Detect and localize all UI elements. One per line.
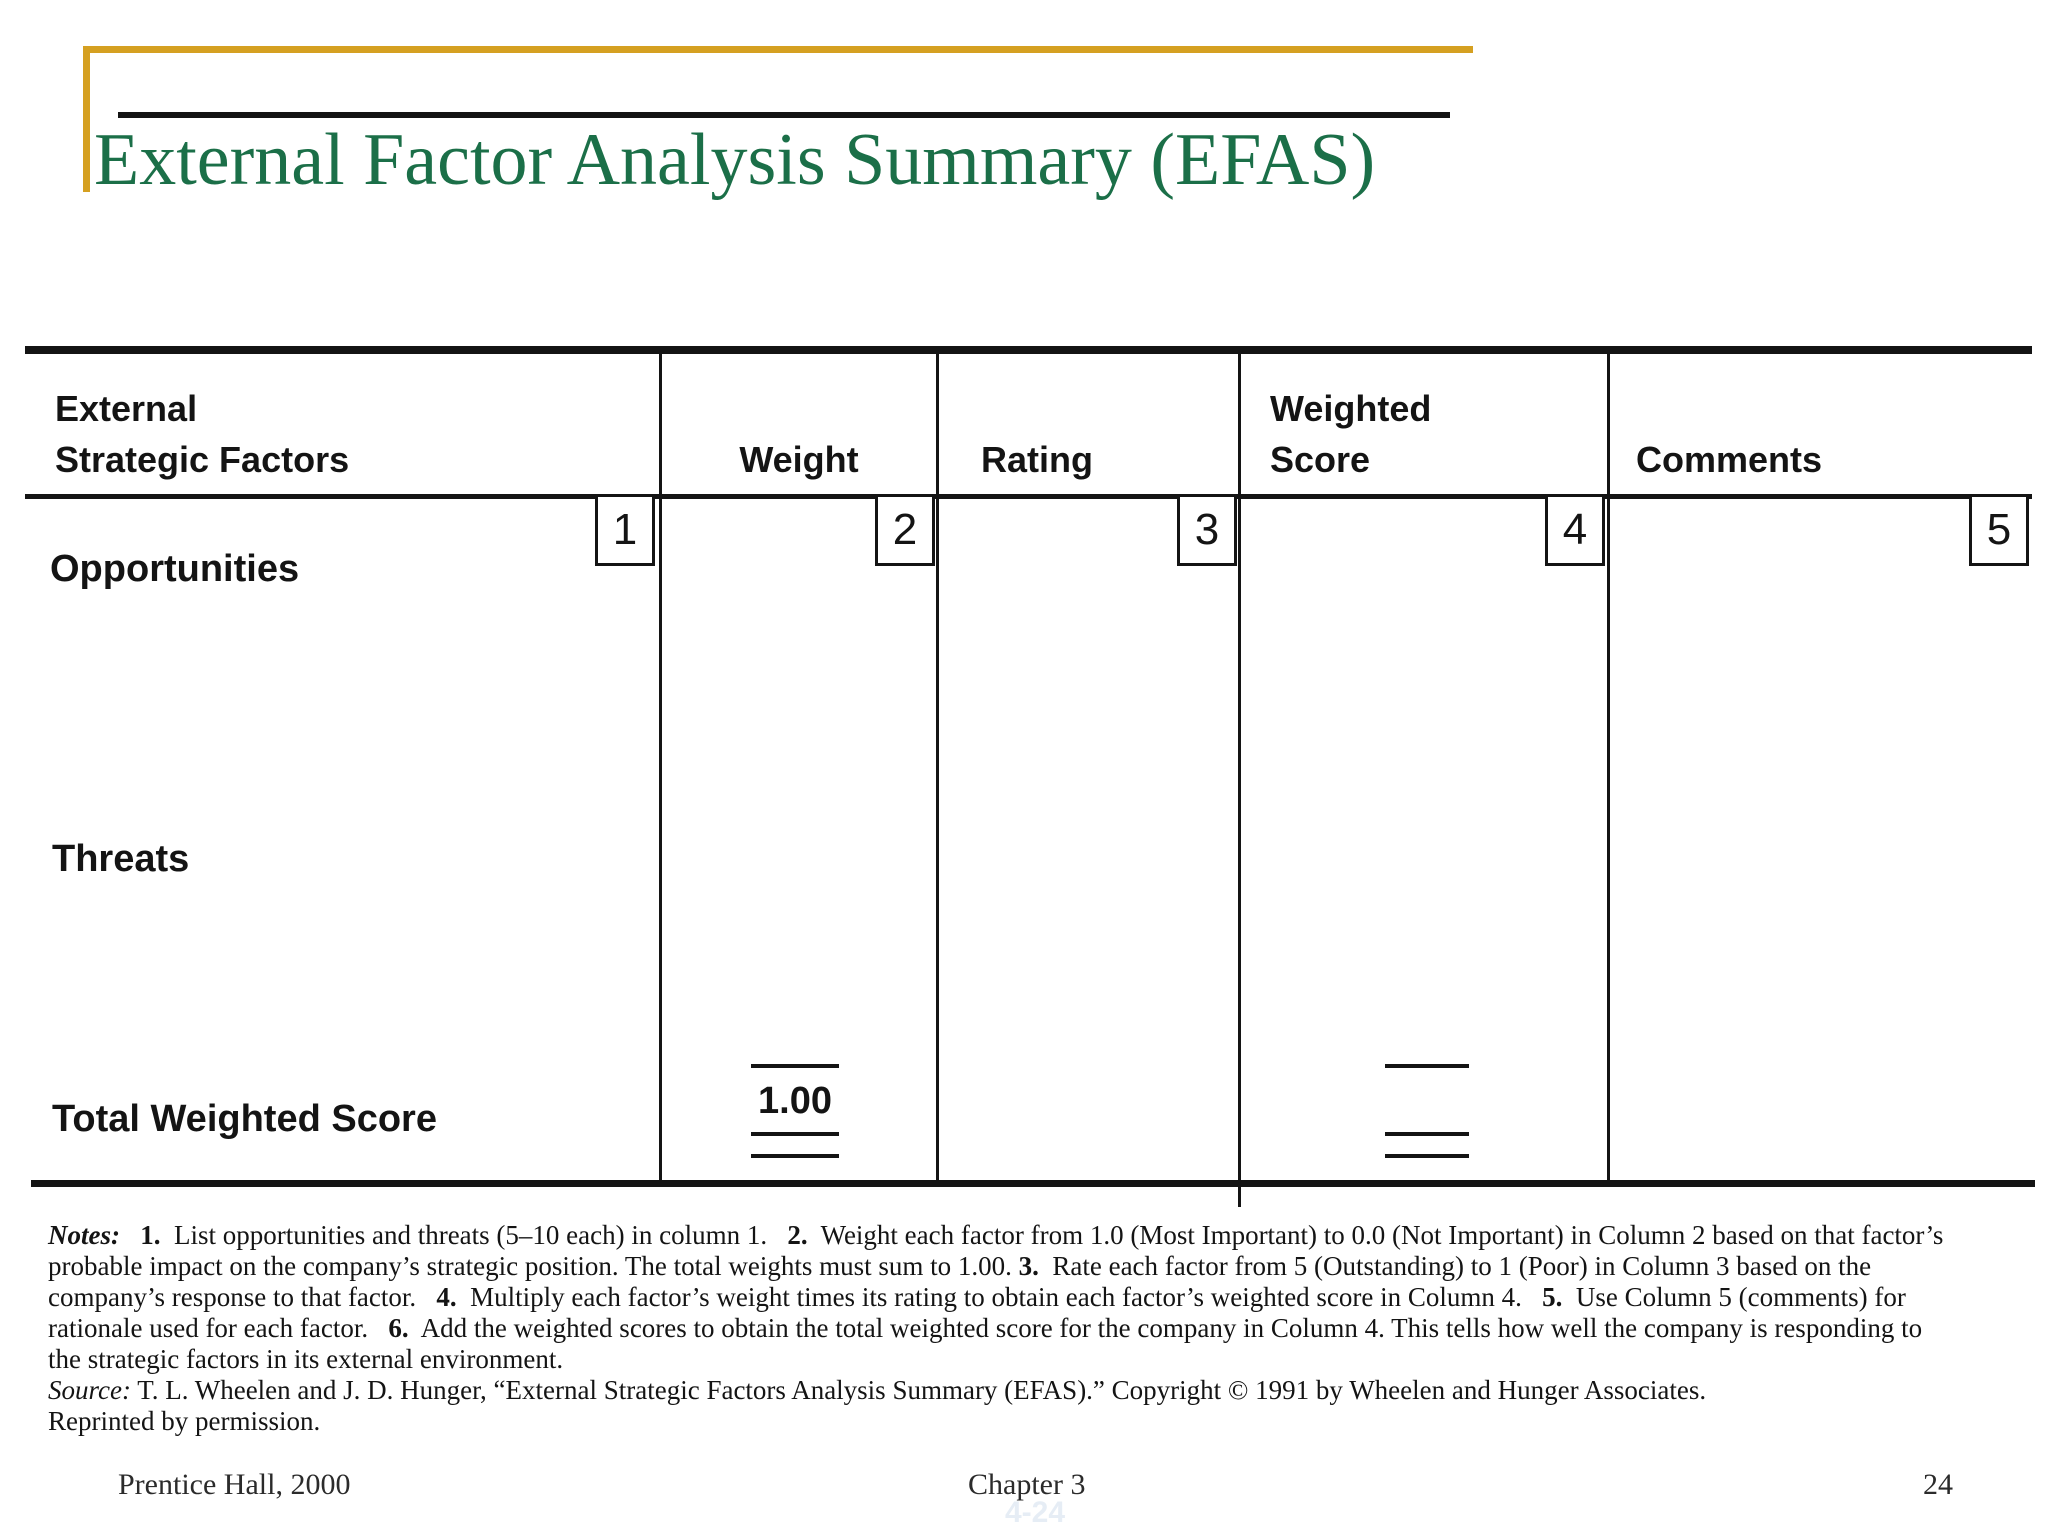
column-header-weight: Weight	[739, 439, 859, 480]
weighted-score-total-underline-1	[1385, 1132, 1469, 1136]
column-divider-3	[1238, 346, 1241, 1187]
weight-total-overline	[751, 1064, 839, 1068]
column-divider-4	[1607, 346, 1610, 1187]
table-top-border	[25, 346, 2032, 354]
row-label-threats: Threats	[52, 838, 190, 880]
slide-title: External Factor Analysis Summary (EFAS)	[94, 119, 1376, 201]
weighted-score-total-underline-2	[1385, 1154, 1469, 1158]
title-top-rule	[118, 112, 1450, 118]
column-divider-2	[936, 346, 939, 1187]
footer-page-number: 24	[1923, 1468, 1953, 1501]
column-number-box-3: 3	[1177, 494, 1237, 566]
column-number-box-2: 2	[875, 494, 935, 566]
footer-faint-slide-number: 4-24	[1005, 1496, 1066, 1529]
column-divider-1	[659, 346, 662, 1187]
column-header-rating: Rating	[981, 439, 1093, 480]
header-line-1: External	[55, 388, 198, 429]
row-label-opportunities: Opportunities	[50, 548, 300, 590]
weighted-score-total-overline	[1385, 1064, 1469, 1068]
column-divider-3-tail	[1238, 1187, 1241, 1207]
footer-publisher: Prentice Hall, 2000	[118, 1468, 351, 1501]
header-line-2: Score	[1270, 439, 1371, 480]
column-header-comments: Comments	[1636, 439, 1823, 480]
column-number-box-1: 1	[595, 494, 655, 566]
weight-total-underline-1	[751, 1132, 839, 1136]
footer-chapter: Chapter 3	[968, 1468, 1086, 1501]
weight-total-value: 1.00	[758, 1080, 832, 1122]
notes-text: Notes: 1. List opportunities and threats…	[48, 1220, 1951, 1436]
header-line-2: Strategic Factors	[55, 439, 350, 480]
gold-accent-line-horizontal	[83, 46, 1473, 53]
column-header-weighted-score: Weighted Score	[1270, 383, 1431, 485]
table-bottom-border	[31, 1180, 2035, 1187]
header-line-1: Weighted	[1270, 388, 1432, 429]
weight-total-underline-2	[751, 1154, 839, 1158]
row-label-total-weighted-score: Total Weighted Score	[52, 1098, 437, 1140]
column-number-box-4: 4	[1545, 494, 1605, 566]
column-number-box-5: 5	[1969, 494, 2029, 566]
table-header-separator	[25, 494, 2032, 499]
column-header-external-strategic-factors: External Strategic Factors	[55, 383, 349, 485]
gold-accent-line-vertical	[83, 46, 90, 192]
